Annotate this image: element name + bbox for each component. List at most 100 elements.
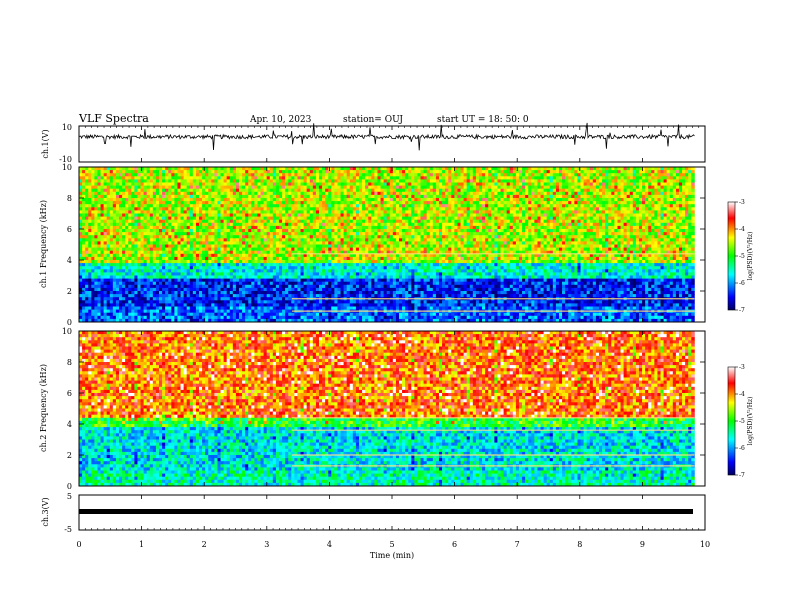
- spectrogram-cell: [488, 170, 492, 174]
- spectrogram-cell: [251, 229, 255, 233]
- spectrogram-cell: [211, 170, 215, 174]
- spectrogram-cell: [115, 188, 120, 193]
- spectrogram-cell: [220, 222, 225, 227]
- spectrogram-cell: [125, 204, 129, 208]
- spectrogram-cell: [266, 241, 271, 245]
- spectrogram-cell: [282, 167, 286, 171]
- spectrogram-cell: [648, 238, 652, 242]
- spectrogram-cell: [429, 198, 434, 202]
- spectrogram-cell: [214, 210, 218, 214]
- spectrogram-cell: [368, 191, 372, 196]
- spectrogram-cell: [515, 216, 520, 221]
- spectrogram-cell: [238, 167, 243, 171]
- spectrogram-cell: [691, 173, 695, 177]
- spectrogram-cell: [506, 167, 511, 171]
- spectrogram-cell: [518, 188, 523, 193]
- spectrogram-cell: [562, 219, 566, 224]
- spectrogram-cell: [183, 225, 188, 230]
- spectrogram-cell: [445, 191, 449, 196]
- spectrogram-cell: [420, 216, 424, 221]
- spectrogram-cell: [414, 213, 418, 217]
- spectrogram-cell: [186, 222, 191, 227]
- spectrogram-cell: [380, 191, 385, 196]
- spectrogram-cell: [362, 219, 366, 224]
- spectrogram-cell: [214, 170, 218, 174]
- spectrogram-cell: [334, 216, 338, 221]
- spectrogram-cell: [605, 179, 609, 183]
- spectrogram-cell: [217, 179, 221, 183]
- spectrogram-cell: [675, 191, 680, 196]
- spectrogram-cell: [272, 185, 277, 190]
- spectrogram-cell: [586, 216, 591, 221]
- spectrogram-cell: [515, 219, 520, 224]
- spectrogram-cell: [119, 219, 123, 224]
- spectrogram-cell: [134, 235, 138, 239]
- spectrogram-cell: [331, 241, 335, 245]
- spectrogram-cell: [328, 235, 332, 239]
- spectrogram-cell: [103, 204, 108, 208]
- spectrogram-cell: [362, 198, 366, 202]
- spectrogram-cell: [189, 219, 194, 224]
- spectrogram-cell: [79, 219, 83, 224]
- spectrogram-cell: [608, 170, 612, 174]
- spectrogram-cell: [586, 201, 591, 205]
- spectrogram-cell: [475, 219, 480, 224]
- spectrogram-cell: [368, 167, 372, 171]
- spectrogram-cell: [543, 182, 548, 186]
- spectrogram-cell: [574, 213, 578, 217]
- spectrogram-cell: [660, 188, 664, 193]
- spectrogram-cell: [475, 204, 480, 208]
- spectrogram-cell: [328, 241, 332, 245]
- spectrogram-cell: [395, 170, 400, 174]
- spectrogram-cell: [512, 210, 517, 214]
- spectrogram-cell: [645, 216, 649, 221]
- spectrogram-cell: [518, 198, 523, 202]
- spectrogram-cell: [472, 222, 477, 227]
- spectrogram-cell: [278, 194, 283, 199]
- spectrogram-cell: [506, 201, 511, 205]
- spectrogram-cell: [645, 191, 649, 196]
- spectrogram-cell: [635, 167, 640, 171]
- spectrogram-cell: [638, 191, 643, 196]
- spectrogram-cell: [165, 219, 169, 224]
- spectrogram-cell: [448, 201, 452, 205]
- spectrogram-cell: [82, 170, 86, 174]
- spectrogram-cell: [303, 235, 308, 239]
- spectrogram-cell: [346, 204, 351, 208]
- spectrogram-cell: [278, 198, 283, 202]
- spectrogram-cell: [331, 219, 335, 224]
- spectrogram-cell: [198, 179, 203, 183]
- spectrogram-cell: [232, 232, 237, 236]
- spectrogram-cell: [288, 198, 292, 202]
- spectrogram-cell: [340, 201, 345, 205]
- spectrogram-cell: [555, 219, 560, 224]
- spectrogram-cell: [85, 173, 89, 177]
- spectrogram-cell: [235, 176, 240, 180]
- spectrogram-cell: [482, 225, 486, 230]
- spectrogram-cell: [122, 207, 126, 211]
- spectrogram-cell: [211, 173, 215, 177]
- spectrogram-cell: [140, 201, 145, 205]
- spectrogram-cell: [189, 229, 194, 233]
- spectrogram-cell: [442, 201, 446, 205]
- spectrogram-cell: [472, 216, 477, 221]
- spectrogram-cell: [432, 241, 437, 245]
- spectrogram-cell: [426, 173, 431, 177]
- spectrogram-cell: [592, 201, 597, 205]
- spectrogram-cell: [595, 210, 600, 214]
- spectrogram-cell: [518, 194, 523, 199]
- spectrogram-cell: [266, 232, 271, 236]
- spectrogram-cell: [395, 198, 400, 202]
- spectrogram-cell: [358, 185, 363, 190]
- spectrogram-cell: [103, 222, 108, 227]
- spectrogram-cell: [411, 182, 415, 186]
- spectrogram-cell: [365, 241, 369, 245]
- spectrogram-cell: [214, 204, 218, 208]
- spectrogram-cell: [595, 185, 600, 190]
- spectrogram-cell: [445, 210, 449, 214]
- spectrogram-cell: [355, 219, 360, 224]
- spectrogram-cell: [669, 198, 674, 202]
- spectrogram-cell: [611, 170, 615, 174]
- spectrogram-cell: [463, 204, 468, 208]
- spectrogram-cell: [448, 179, 452, 183]
